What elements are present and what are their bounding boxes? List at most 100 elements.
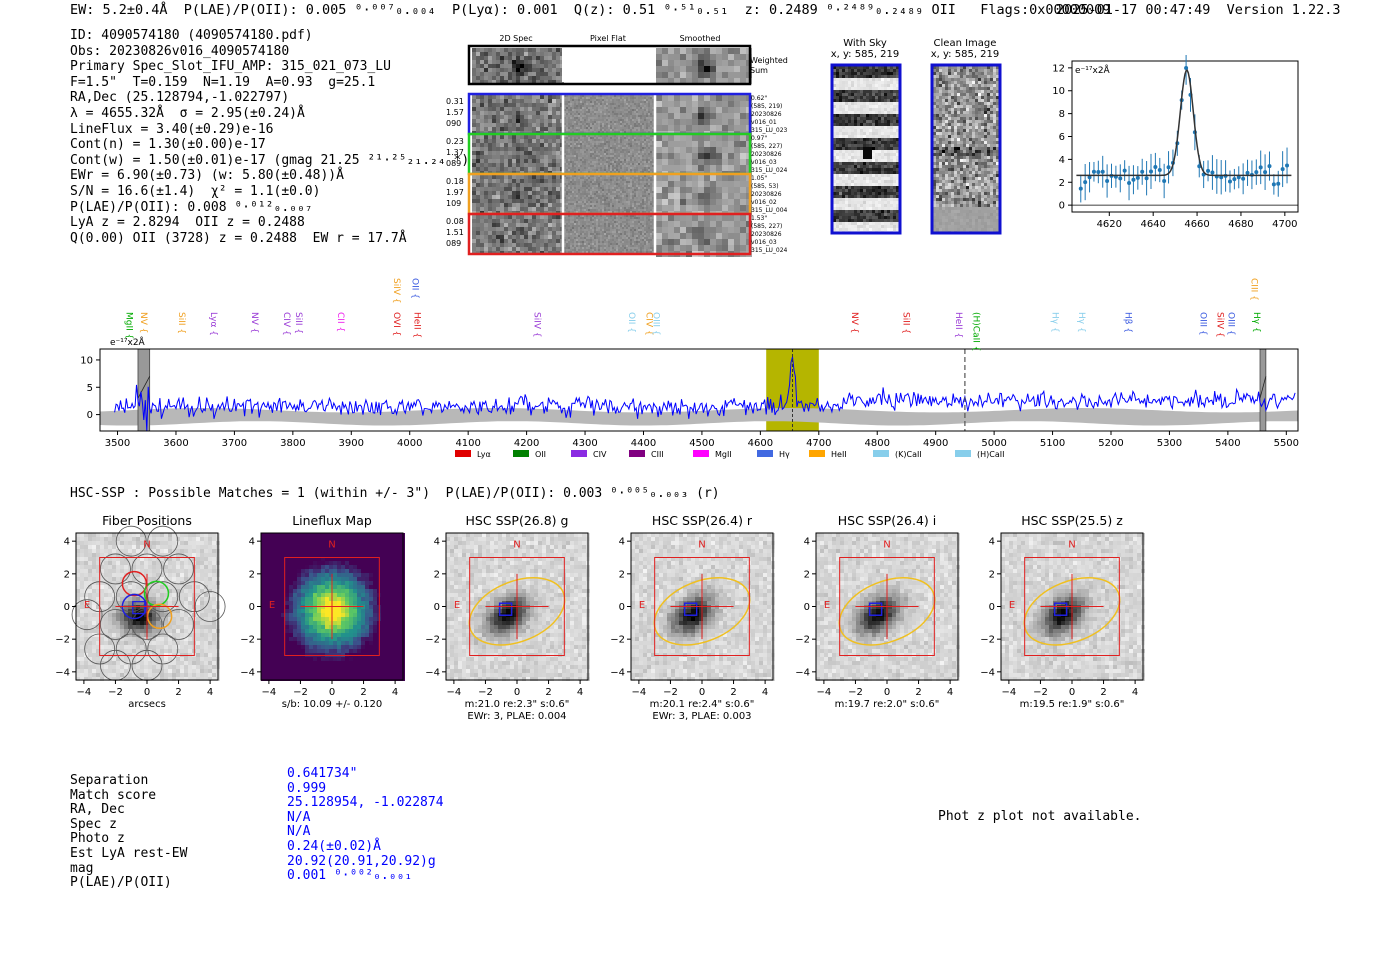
pixel — [484, 203, 488, 207]
pixel — [476, 163, 480, 167]
pixel — [570, 147, 572, 149]
pixel — [604, 217, 606, 219]
pixel — [508, 72, 512, 76]
pixel — [692, 141, 698, 147]
pixel-flat-blank — [562, 48, 654, 82]
pixel — [580, 181, 582, 183]
pixel — [500, 151, 504, 155]
pixel — [570, 145, 572, 147]
pixel — [648, 171, 650, 173]
pixel — [646, 103, 648, 105]
pixel — [508, 159, 512, 163]
pixel — [578, 235, 580, 237]
pixel — [630, 191, 632, 193]
pixel — [556, 207, 560, 211]
pixel — [480, 64, 484, 68]
cutout-right-label: (585, 219) — [751, 103, 782, 110]
pixel — [576, 219, 578, 221]
pixel — [680, 181, 686, 187]
pixel — [620, 101, 622, 103]
pixel — [650, 159, 652, 161]
pixel — [612, 141, 614, 143]
pixel — [610, 131, 612, 133]
pixel — [548, 103, 552, 107]
pixel — [504, 119, 508, 123]
pixel — [572, 143, 574, 145]
pixel — [640, 221, 642, 223]
pixel — [596, 241, 598, 243]
pixel — [650, 163, 652, 165]
pixel — [634, 221, 636, 223]
pixel — [472, 60, 476, 64]
pixel — [624, 183, 626, 185]
pixel — [598, 151, 600, 153]
pixel — [580, 145, 582, 147]
pixel — [612, 249, 614, 251]
pixel — [480, 203, 484, 207]
pixel — [484, 127, 488, 131]
pixel — [564, 185, 566, 187]
pixel — [532, 155, 536, 159]
pixel — [622, 163, 624, 165]
pixel — [626, 171, 628, 173]
pixel — [528, 68, 532, 72]
pixel — [588, 237, 590, 239]
pixel — [612, 117, 614, 119]
pixel — [594, 175, 596, 177]
pixel — [610, 113, 612, 115]
pixel — [574, 233, 576, 235]
pixel — [600, 171, 602, 173]
pixel — [652, 249, 654, 251]
pixel — [624, 247, 626, 249]
pixel — [598, 169, 600, 171]
pixel — [472, 191, 476, 195]
pixel — [570, 239, 572, 241]
pixel — [716, 175, 722, 181]
pixel — [632, 185, 634, 187]
pixel — [496, 127, 500, 131]
pixel — [650, 147, 652, 149]
pixel — [626, 125, 628, 127]
pixel — [704, 119, 710, 125]
pixel — [622, 105, 624, 107]
pixel — [634, 235, 636, 237]
pixel — [650, 155, 652, 157]
pixel — [614, 117, 616, 119]
pixel — [574, 211, 576, 213]
pixel — [596, 193, 598, 195]
pixel — [616, 199, 618, 201]
pixel — [636, 99, 638, 101]
pixel — [472, 80, 476, 84]
pixel — [578, 199, 580, 201]
pixel — [598, 187, 600, 189]
pixel — [524, 223, 528, 227]
pixel — [648, 121, 650, 123]
pixel — [536, 247, 540, 251]
pixel — [472, 76, 476, 80]
pixel — [648, 111, 650, 113]
pixel — [588, 231, 590, 233]
pixel — [640, 199, 642, 201]
pixel — [596, 107, 598, 109]
pixel — [606, 201, 608, 203]
pixel — [622, 127, 624, 129]
pixel — [586, 131, 588, 133]
pixel — [622, 193, 624, 195]
pixel — [602, 97, 604, 99]
pixel — [668, 72, 674, 78]
pixel — [612, 113, 614, 115]
pixel — [496, 115, 500, 119]
pixel — [614, 169, 616, 171]
pixel — [552, 127, 556, 131]
pixel — [592, 249, 594, 251]
pixel — [620, 137, 622, 139]
pixel — [680, 54, 686, 60]
pixel — [598, 129, 600, 131]
pixel — [630, 247, 632, 249]
pixel — [592, 201, 594, 203]
pixel — [632, 225, 634, 227]
pixel — [616, 217, 618, 219]
pixel — [602, 99, 604, 101]
pixel — [568, 199, 570, 201]
pixel — [644, 185, 646, 187]
